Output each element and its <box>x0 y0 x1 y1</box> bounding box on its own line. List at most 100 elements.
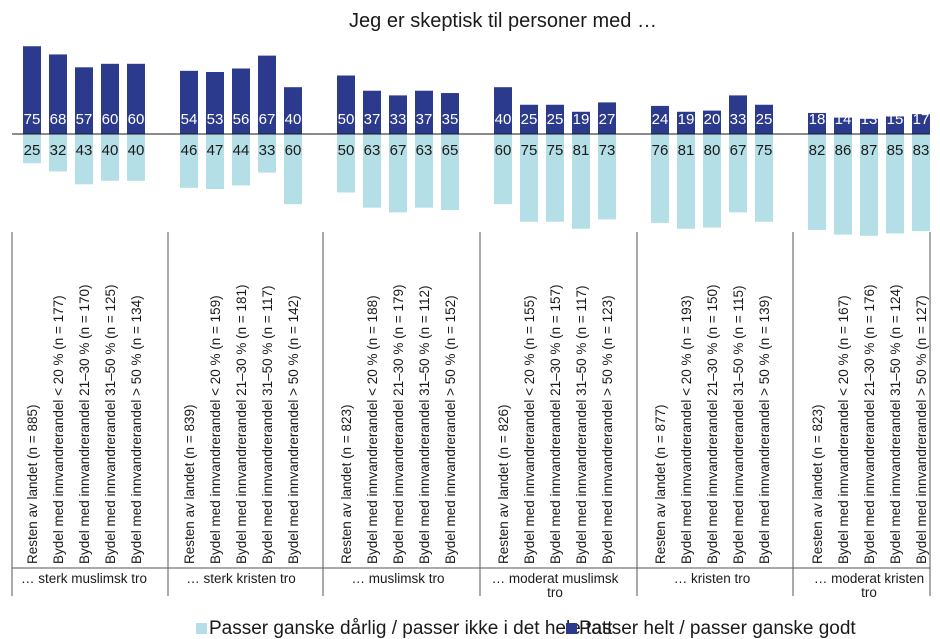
value-label-passer: 60 <box>128 111 145 128</box>
bar-passer-ikke <box>180 134 198 188</box>
value-label-passer-ikke: 83 <box>913 142 930 159</box>
value-label-passer: 35 <box>442 111 459 128</box>
value-label-passer: 19 <box>678 111 695 128</box>
bar-passer-ikke <box>284 134 302 205</box>
axis <box>11 133 931 596</box>
bar-passer-ikke <box>572 134 590 229</box>
bar-passer-ikke <box>389 134 407 213</box>
bar-passer-ikke <box>703 134 721 228</box>
category-label: Bydel med innvandrerandel 31–50 % (n = 1… <box>260 285 275 564</box>
bar-passer-ikke <box>755 134 773 222</box>
value-label-passer: 54 <box>181 111 198 128</box>
bar-passer <box>415 90 433 134</box>
value-label-passer-ikke: 60 <box>285 142 302 159</box>
value-label-passer: 50 <box>338 111 355 128</box>
bar-passer-ikke <box>258 134 276 173</box>
category-label: Resten av landet (n = 823) <box>339 405 354 564</box>
group-labels: … sterk muslimsk tro … sterk kristen tro …… <box>21 571 924 600</box>
value-label-passer-ikke: 75 <box>756 142 773 159</box>
category-label: Bydel med innvandrerandel < 20 % (n = 17… <box>51 295 66 564</box>
value-label-passer-ikke: 87 <box>861 142 878 159</box>
legend-label: Passer ganske dårlig / passer ikke i det… <box>209 618 613 639</box>
bar-passer-ikke <box>729 134 747 213</box>
bar-passer <box>363 90 381 134</box>
value-label-passer-ikke: 60 <box>495 142 512 159</box>
value-label-passer: 67 <box>259 111 276 128</box>
bar-passer <box>258 55 276 134</box>
value-label-passer-ikke: 86 <box>835 142 852 159</box>
value-label-passer-ikke: 47 <box>207 142 224 159</box>
category-label: Bydel med innvandrerandel 21–30 % (n = 1… <box>391 284 406 564</box>
bar-passer-ikke <box>598 134 616 220</box>
bar-passer-ikke <box>520 134 538 222</box>
value-label-passer-ikke: 75 <box>521 142 538 159</box>
value-label-passer: 37 <box>416 111 433 128</box>
group-label: … kristen tro <box>674 571 751 586</box>
value-label-passer: 24 <box>652 111 669 128</box>
category-label: Bydel med innvandrerandel < 20 % (n = 19… <box>679 295 694 564</box>
value-label-passer-ikke: 50 <box>338 142 355 159</box>
value-label-passer: 56 <box>233 111 250 128</box>
value-label-passer-ikke: 75 <box>547 142 564 159</box>
legend-label: Passer helt / passer ganske godt <box>579 618 856 639</box>
category-label: Bydel med innvandrerandel > 50 % (n = 12… <box>914 295 929 564</box>
bar-passer-ikke <box>886 134 904 234</box>
value-label-passer-ikke: 43 <box>76 142 93 159</box>
bar-passer-ikke <box>651 134 669 223</box>
bar-passer-ikke <box>494 134 512 205</box>
group-label: … sterk kristen tro <box>186 571 296 586</box>
bar-passer-ikke <box>23 134 41 164</box>
bar-passer <box>232 68 250 134</box>
bar-passer-ikke <box>101 134 119 181</box>
category-label: Bydel med innvandrerandel 31–50 % (n = 1… <box>731 285 746 564</box>
bar-passer <box>23 46 41 134</box>
bar-passer-ikke <box>546 134 564 222</box>
value-label-passer: 25 <box>521 111 538 128</box>
value-label-passer-ikke: 81 <box>678 142 695 159</box>
bar-passer <box>206 71 224 134</box>
bar-passer <box>494 87 512 134</box>
bar-passer <box>651 105 669 134</box>
bars: 75 25 68 32 57 43 60 40 60 40 54 46 53 47 56 44 67 33 40 60… <box>23 46 930 236</box>
category-label: Bydel med innvandrerandel 21–30 % (n = 1… <box>77 284 92 564</box>
value-label-passer: 33 <box>390 111 407 128</box>
bar-passer <box>703 110 721 134</box>
legend: Passer ganske dårlig / passer ikke i det… <box>196 618 856 639</box>
value-label-passer: 53 <box>207 111 224 128</box>
value-label-passer-ikke: 46 <box>181 142 198 159</box>
bar-passer <box>729 95 747 134</box>
value-label-passer: 27 <box>599 111 616 128</box>
bar-passer-ikke <box>363 134 381 208</box>
value-label-passer-ikke: 67 <box>730 142 747 159</box>
category-label: Bydel med innvandrerandel 21–30 % (n = 1… <box>548 284 563 564</box>
category-label: Bydel med innvandrerandel < 20 % (n = 18… <box>365 295 380 564</box>
category-label: Bydel med innvandrerandel < 20 % (n = 16… <box>836 295 851 564</box>
value-label-passer: 57 <box>76 111 93 128</box>
group-label: … muslimsk tro <box>351 571 444 586</box>
bar-passer-ikke <box>834 134 852 235</box>
value-label-passer: 19 <box>573 111 590 128</box>
category-label: Bydel med innvandrerandel < 20 % (n = 15… <box>208 295 223 564</box>
value-label-passer: 13 <box>861 111 878 128</box>
category-label: Bydel med innvandrerandel > 50 % (n = 12… <box>600 295 615 564</box>
value-label-passer-ikke: 73 <box>599 142 616 159</box>
category-label: Bydel med innvandrerandel > 50 % (n = 13… <box>757 295 772 564</box>
value-label-passer: 14 <box>835 111 852 128</box>
value-label-passer: 60 <box>102 111 119 128</box>
value-label-passer-ikke: 63 <box>364 142 381 159</box>
bar-passer <box>75 67 93 134</box>
bar-passer <box>284 87 302 134</box>
value-label-passer-ikke: 82 <box>809 142 826 159</box>
value-label-passer: 20 <box>704 111 721 128</box>
category-label: Resten av landet (n = 885) <box>25 405 40 564</box>
legend-swatch <box>566 623 577 634</box>
category-label: Resten av landet (n = 823) <box>810 405 825 564</box>
value-label-passer: 33 <box>730 111 747 128</box>
bar-passer <box>677 111 695 134</box>
category-label: Bydel med innvandrerandel 21–30 % (n = 1… <box>862 284 877 564</box>
chart-title: Jeg er skeptisk til personer med … <box>349 10 657 32</box>
category-label: Bydel med innvandrerandel 21–30 % (n = 1… <box>234 284 249 564</box>
value-label-passer: 18 <box>809 111 826 128</box>
value-label-passer-ikke: 44 <box>233 142 250 159</box>
bar-passer-ikke <box>860 134 878 236</box>
